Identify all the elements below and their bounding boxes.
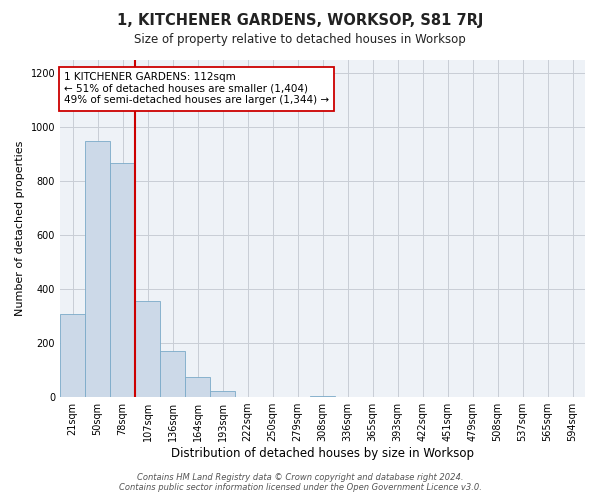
Bar (136, 302, 160, 397)
Y-axis label: Number of detached properties: Number of detached properties (15, 141, 25, 316)
Bar (211, 391, 235, 397)
Text: 1, KITCHENER GARDENS, WORKSOP, S81 7RJ: 1, KITCHENER GARDENS, WORKSOP, S81 7RJ (117, 12, 483, 28)
Bar (185, 377, 209, 397)
Bar (110, 163, 134, 397)
Text: Size of property relative to detached houses in Worksop: Size of property relative to detached ho… (134, 32, 466, 46)
Text: Contains HM Land Registry data © Crown copyright and database right 2024.
Contai: Contains HM Land Registry data © Crown c… (119, 473, 481, 492)
Bar (61, 314, 85, 397)
X-axis label: Distribution of detached houses by size in Worksop: Distribution of detached houses by size … (171, 447, 474, 460)
Bar (310, 396, 335, 397)
Text: 1 KITCHENER GARDENS: 112sqm
← 51% of detached houses are smaller (1,404)
49% of : 1 KITCHENER GARDENS: 112sqm ← 51% of det… (64, 72, 329, 106)
Bar (160, 351, 185, 397)
Bar (85, 140, 110, 397)
